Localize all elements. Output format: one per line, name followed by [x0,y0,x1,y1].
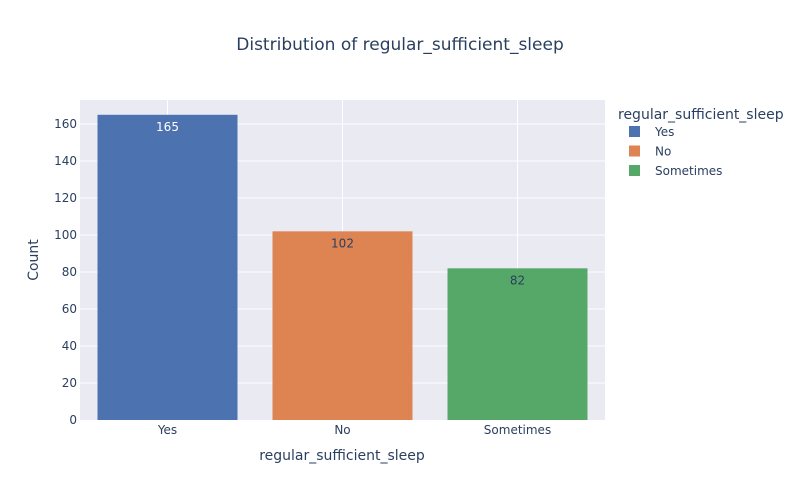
bar-value-label: 82 [510,273,525,287]
y-tick-label: 160 [54,117,77,131]
y-ticks: 0 20 40 60 80 100 120 140 160 [54,117,77,427]
y-tick-label: 60 [62,302,77,316]
y-tick-label: 80 [62,265,77,279]
chart-title: Distribution of regular_sufficient_sleep [236,35,563,55]
bar-value-label: 102 [331,236,354,250]
bar-sometimes [447,268,588,420]
legend-item-label: Yes [654,125,674,139]
bars: 165 102 82 [97,114,588,420]
bar-no [272,231,413,420]
legend-swatch [629,126,640,137]
legend-item-label: Sometimes [655,164,722,178]
y-tick-label: 100 [54,228,77,242]
x-tick-label: Yes [157,423,177,437]
legend: regular_sufficient_sleep Yes No Sometimes [618,107,784,178]
legend-swatch [629,145,640,157]
x-ticks: Yes No Sometimes [157,423,551,437]
y-tick-label: 40 [62,339,77,353]
legend-title: regular_sufficient_sleep [618,107,784,123]
bar-value-label: 165 [156,120,179,134]
y-tick-label: 120 [54,191,77,205]
x-tick-label: Sometimes [484,423,551,437]
y-tick-label: 0 [69,413,77,427]
bar-yes [97,114,238,420]
y-tick-label: 140 [54,154,77,168]
y-axis-title: Count [26,239,42,281]
x-tick-label: No [334,423,350,437]
legend-item-label: No [655,145,671,159]
y-tick-label: 20 [62,376,77,390]
legend-swatch [629,165,640,176]
x-axis-title: regular_sufficient_sleep [259,448,425,464]
